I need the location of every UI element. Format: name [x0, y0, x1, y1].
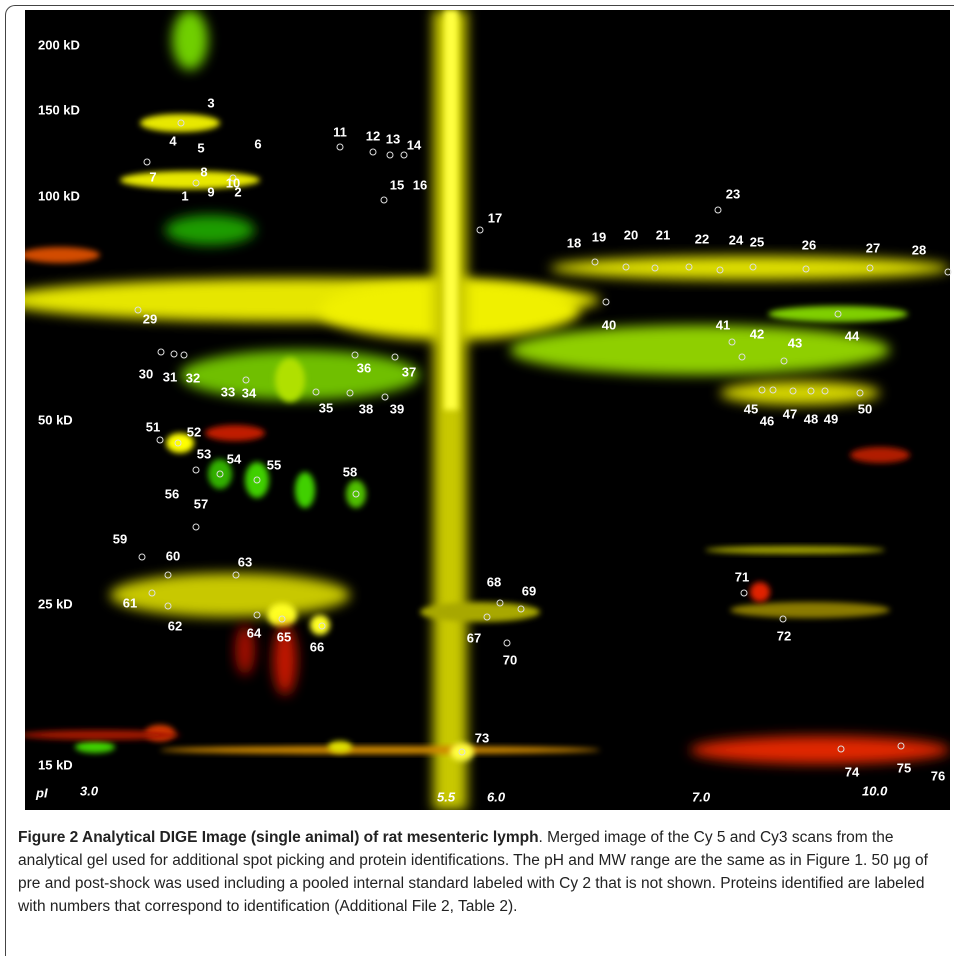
spot-label: 15: [390, 177, 404, 192]
spot-label: 26: [802, 237, 816, 252]
spot-label: 68: [487, 574, 501, 589]
spot-label: 16: [413, 177, 427, 192]
mw-label: 150 kD: [38, 102, 80, 117]
spot-label: 73: [475, 730, 489, 745]
caption-title: Figure 2 Analytical DIGE Image (single a…: [18, 829, 539, 846]
spot-label: 58: [343, 464, 357, 479]
spot-label: 40: [602, 317, 616, 332]
spot-label: 37: [402, 364, 416, 379]
spot-label: 74: [845, 764, 860, 779]
mw-label: 50 kD: [38, 412, 73, 427]
spot-label: 33: [221, 384, 235, 399]
spot-label: 5: [197, 140, 204, 155]
spot-label: 6: [254, 136, 261, 151]
spot-label: 38: [359, 401, 373, 416]
spot-label: 29: [143, 311, 157, 326]
spot-label: 51: [146, 419, 160, 434]
spot-label: 36: [357, 360, 371, 375]
pi-label: 5.5: [437, 789, 456, 804]
spot-label: 75: [897, 760, 911, 775]
spot-label: 53: [197, 446, 211, 461]
spot-label: 8: [200, 164, 207, 179]
gel-image: 200 kD 150 kD 100 kD 50 kD 25 kD 15 kD p…: [0, 0, 955, 815]
spot-label: 30: [139, 366, 153, 381]
spot-label: 65: [277, 629, 291, 644]
spot-label: 62: [168, 618, 182, 633]
spot-label: 19: [592, 229, 606, 244]
pi-label: 3.0: [80, 783, 99, 798]
spot-label: 50: [858, 401, 872, 416]
spot-label: 25: [750, 234, 764, 249]
page: Figure 2 {"figure":{ "mw_labels":["200 k…: [0, 0, 955, 957]
spot-label: 21: [656, 227, 670, 242]
mw-label: 100 kD: [38, 188, 80, 203]
spot-label: 13: [386, 131, 400, 146]
spot-label: 45: [744, 401, 758, 416]
spot-label: 17: [488, 210, 502, 225]
spot-label: 76: [931, 768, 945, 783]
spot-label: 48: [804, 411, 818, 426]
spot-label: 52: [187, 424, 201, 439]
pi-label: 10.0: [862, 783, 888, 798]
mw-label: 200 kD: [38, 37, 80, 52]
spot-label: 31: [163, 369, 177, 384]
spot-label: 54: [227, 451, 242, 466]
spot-label: 56: [165, 486, 179, 501]
spot-label: 67: [467, 630, 481, 645]
spot-label: 41: [716, 317, 730, 332]
spot-label: 12: [366, 128, 380, 143]
spot-label: 11: [333, 124, 347, 139]
pi-label: 6.0: [487, 789, 506, 804]
spot-label: 4: [169, 133, 177, 148]
spot-label: 3: [207, 95, 214, 110]
spot-label: 43: [788, 335, 802, 350]
spot-label: 59: [113, 531, 127, 546]
mw-label: 15 kD: [38, 757, 73, 772]
spot-label: 72: [777, 628, 791, 643]
spot-label: 27: [866, 240, 880, 255]
mw-label: 25 kD: [38, 596, 73, 611]
spot-label: 49: [824, 411, 838, 426]
spot-label: 71: [735, 569, 749, 584]
spot-label: 7: [149, 169, 156, 184]
spot-label: 18: [567, 235, 581, 250]
body: 200 kD 150 kD 100 kD 50 kD 25 kD 15 kD p…: [0, 0, 955, 957]
spot-label: 10: [226, 175, 240, 190]
spot-label: 14: [407, 137, 422, 152]
spot-label: 1: [181, 188, 188, 203]
spot-label: 35: [319, 400, 333, 415]
spot-label: 34: [242, 385, 257, 400]
spot-label: 39: [390, 401, 404, 416]
spot-label: 24: [729, 232, 744, 247]
spot-label: 46: [760, 413, 774, 428]
spot-label: 47: [783, 406, 797, 421]
spot-label: 44: [845, 328, 860, 343]
spot-label: 66: [310, 639, 324, 654]
spot-label: 60: [166, 548, 180, 563]
spot-label: 20: [624, 227, 638, 242]
pi-axis-label: pI: [35, 785, 48, 800]
spot-label: 9: [207, 184, 214, 199]
figure-caption: Figure 2 Analytical DIGE Image (single a…: [18, 826, 943, 918]
spot-label: 28: [912, 242, 926, 257]
spot-label: 63: [238, 554, 252, 569]
spot-label: 64: [247, 625, 262, 640]
spot-label: 23: [726, 186, 740, 201]
spot-label: 69: [522, 583, 536, 598]
spot-label: 32: [186, 370, 200, 385]
spot-label: 57: [194, 496, 208, 511]
spot-label: 22: [695, 231, 709, 246]
pi-label: 7.0: [692, 789, 711, 804]
spot-label: 70: [503, 652, 517, 667]
spot-label: 55: [267, 457, 281, 472]
spot-label: 61: [123, 595, 137, 610]
spot-label: 42: [750, 326, 764, 341]
